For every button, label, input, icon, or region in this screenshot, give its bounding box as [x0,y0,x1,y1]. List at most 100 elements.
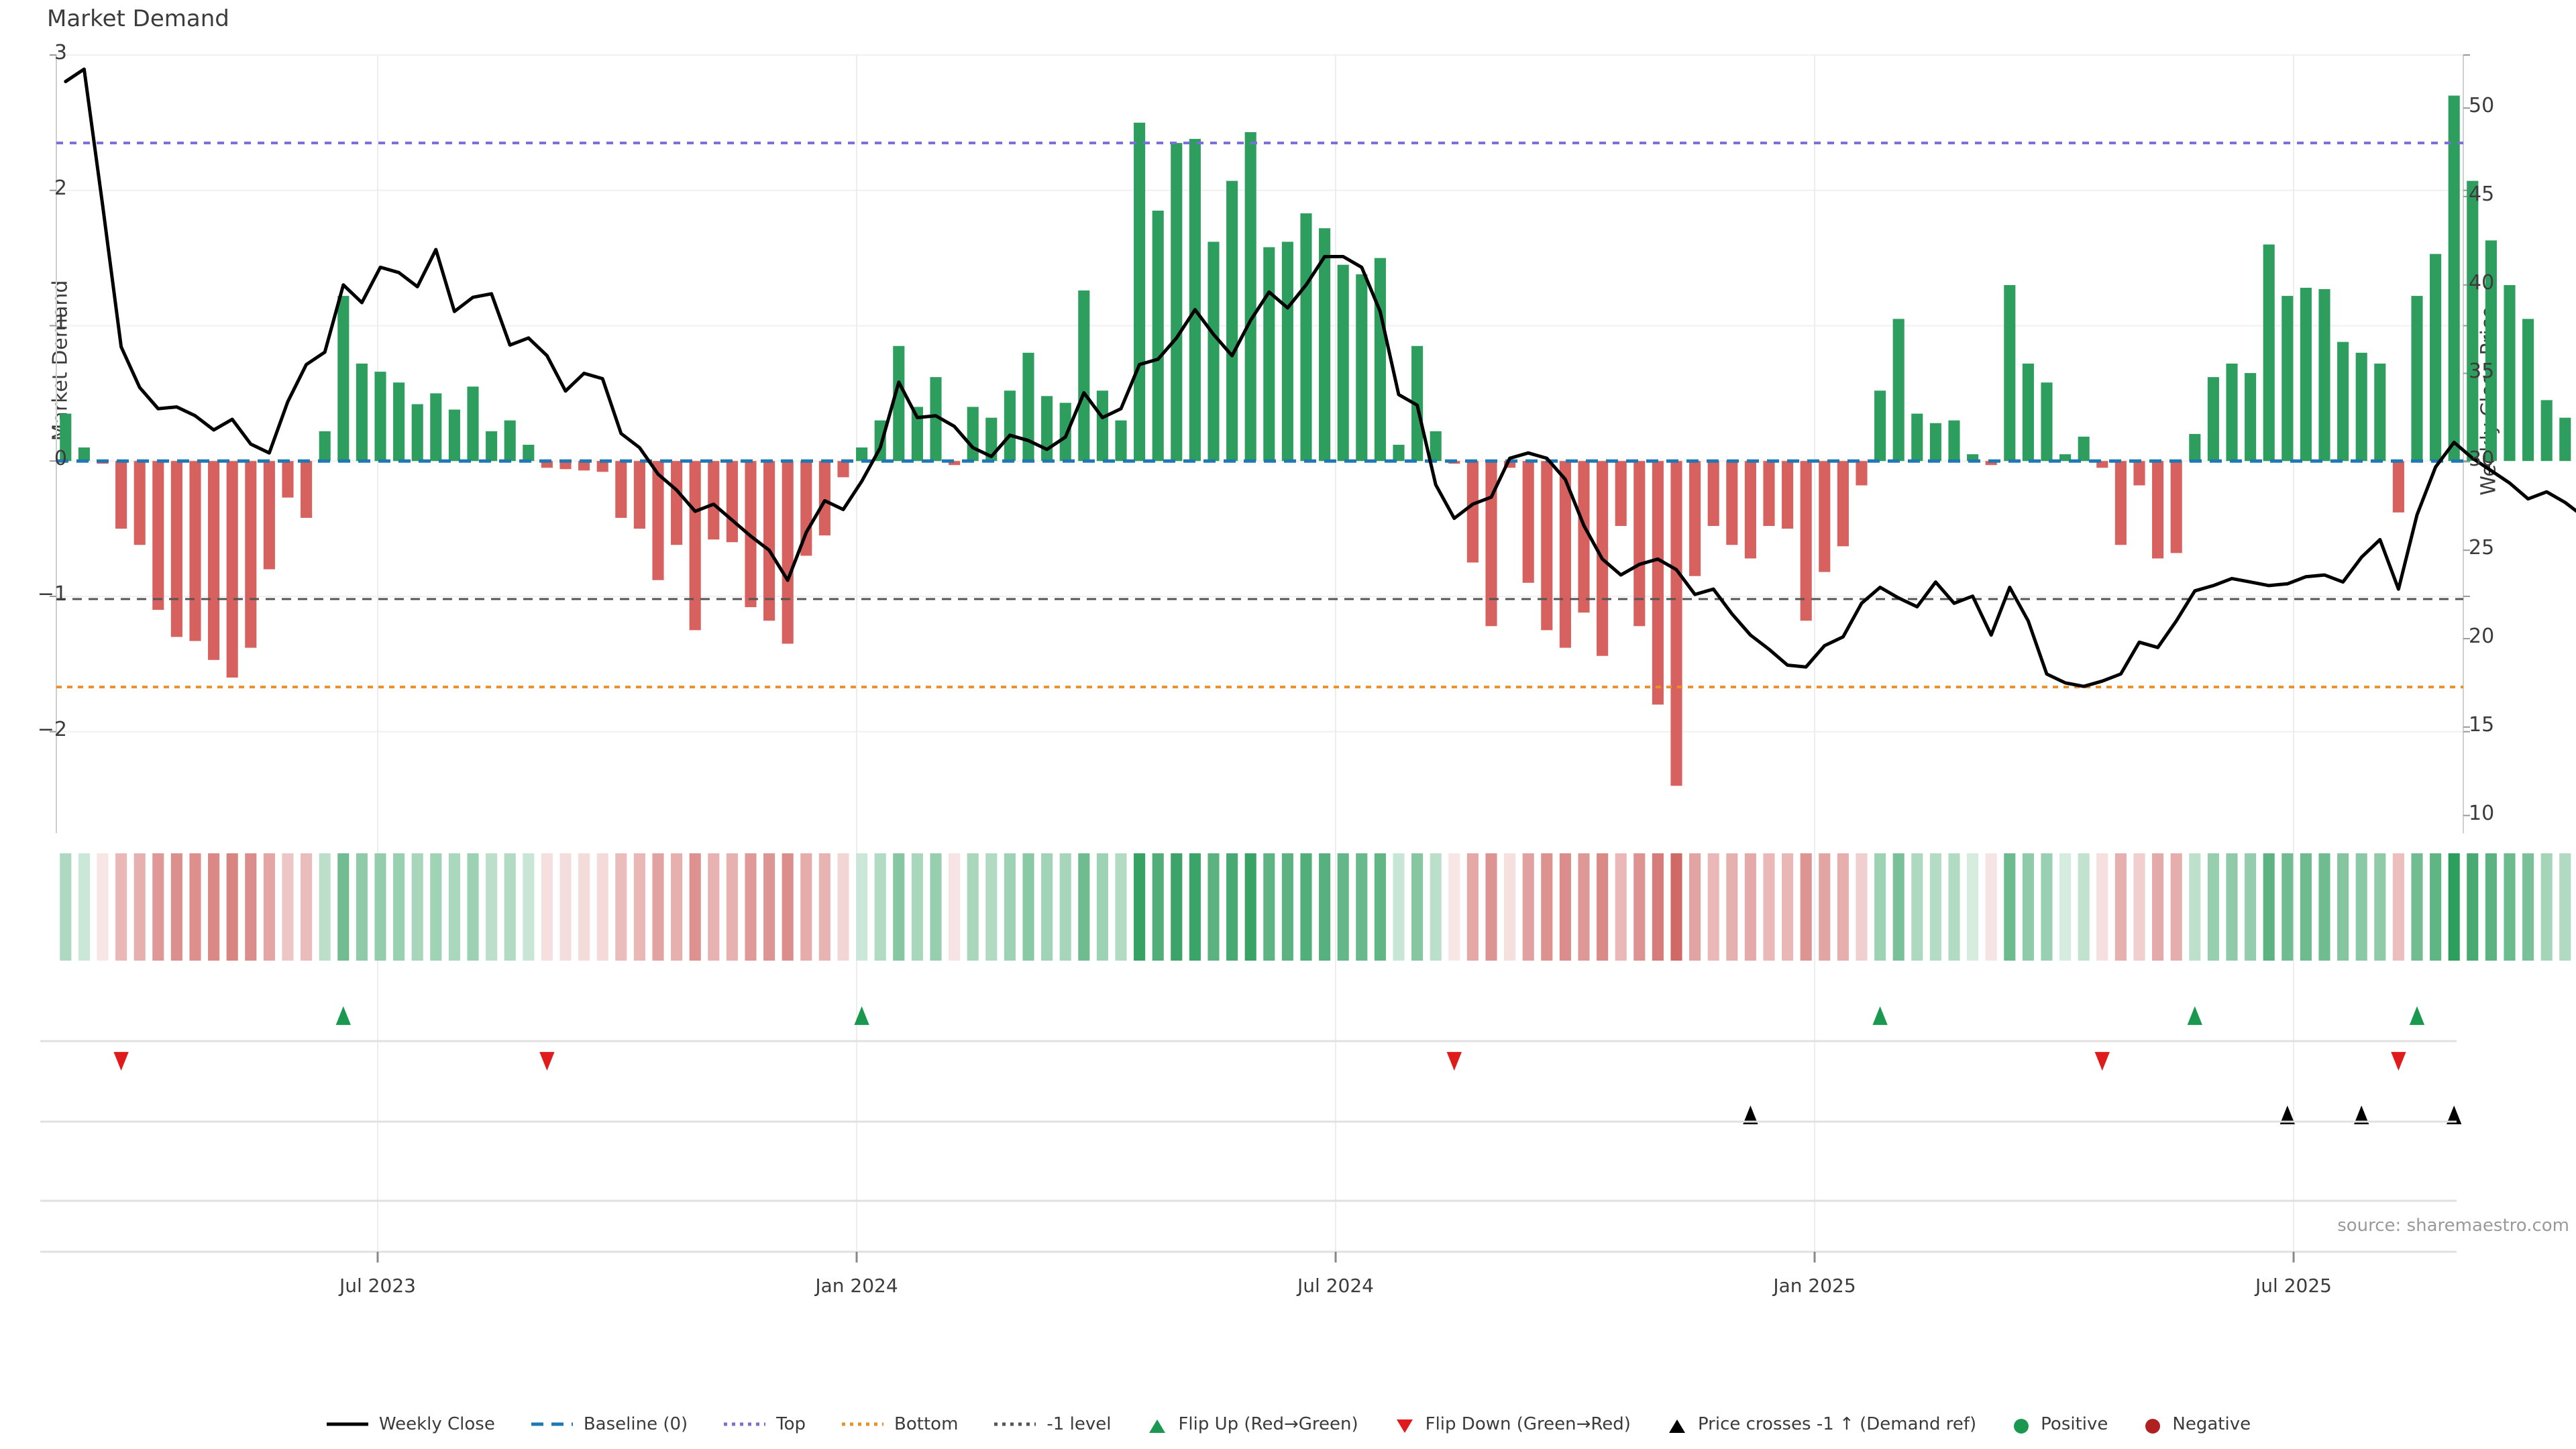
legend-swatch-flip-down-icon [1393,1417,1416,1433]
demand-bar [337,296,350,462]
legend-item-minus-one[interactable]: -1 level [993,1414,1111,1434]
flip-down-marker [2391,1052,2406,1071]
legend-item-positive[interactable]: Positive [2011,1414,2108,1434]
heatmap-cell [2189,853,2201,961]
heatmap-cell [985,853,998,961]
heatmap-cell [467,853,479,961]
legend-item-negative[interactable]: Negative [2143,1414,2251,1434]
heatmap-cell [1948,853,1960,961]
heatmap-cell [1022,853,1034,961]
legend-swatch-top-icon [722,1417,767,1432]
heatmap-cell [133,853,146,961]
flip-down-marker [1446,1052,1462,1071]
demand-bar [1337,264,1349,462]
heatmap-cell [1430,853,1442,961]
demand-bar [133,461,146,545]
demand-bar [1782,461,1794,529]
heatmap-cell [2467,853,2479,961]
demand-bar [1652,461,1664,705]
x-axis-tick-label: Jul 2025 [2255,1275,2332,1297]
demand-bar [1985,461,1997,466]
heatmap-cell [1189,853,1201,961]
heatmap-cell [2318,853,2330,961]
legend-item-flip-up[interactable]: Flip Up (Red→Green) [1146,1414,1358,1434]
y-axis-right-tick-label: 50 [2469,94,2495,118]
heatmap-cell [1134,853,1146,961]
flip-up-marker [2187,1006,2202,1025]
heatmap-cell [282,853,294,961]
heatmap-cell [2504,853,2516,961]
price-cross-marker [2447,1106,2462,1124]
demand-bar [633,461,645,529]
flip-up-marker [854,1006,869,1025]
demand-bar [1041,396,1053,462]
demand-bar [374,372,386,462]
demand-bar [467,386,479,462]
demand-bar [763,461,775,621]
demand-bar [1300,213,1312,462]
heatmap-cell [1578,853,1590,961]
heatmap-cell [2392,853,2404,961]
legend-item-bottom[interactable]: Bottom [841,1414,958,1434]
demand-bar [1522,461,1534,583]
heatmap-cell [2559,853,2571,961]
heatmap-cell [97,853,109,961]
heatmap-cell [1726,853,1738,961]
legend-item-baseline[interactable]: Baseline (0) [530,1414,688,1434]
chart-legend: Weekly Close Baseline (0) Top Bottom -1 leve… [0,1414,2576,1434]
heatmap-cell [1541,853,1553,961]
heatmap-cell [967,853,979,961]
legend-label: Negative [2172,1414,2251,1434]
heatmap-cell [2170,853,2182,961]
demand-bar [2300,287,2312,462]
demand-bar [2355,352,2367,462]
heatmap-cell [2522,853,2534,961]
heatmap-cell [374,853,386,961]
demand-bar [523,445,535,462]
heatmap-cell [1356,853,1368,961]
heatmap-cell [2152,853,2164,961]
legend-item-price-cross[interactable]: Price crosses -1 ↑ (Demand ref) [1666,1414,1976,1434]
demand-bar [2392,461,2404,513]
heatmap-cell [2485,853,2497,961]
demand-bar [1263,247,1275,462]
y-axis-right-tick-label: 15 [2469,712,2495,737]
heatmap-cell [2430,853,2442,961]
demand-bar [2282,296,2294,462]
y-axis-right-tick-label: 35 [2469,359,2495,383]
heatmap-cell [837,853,849,961]
demand-bar [2096,461,2108,468]
legend-item-weekly-close[interactable]: Weekly Close [325,1414,495,1434]
demand-bar [782,461,794,644]
legend-label: Bottom [894,1414,959,1434]
demand-bar [2522,319,2534,462]
heatmap-cell [1856,853,1868,961]
demand-bar [1541,461,1553,631]
demand-bar [1134,122,1146,462]
legend-item-top[interactable]: Top [722,1414,806,1434]
heatmap-cell [2114,853,2127,961]
demand-bar [1059,402,1071,462]
legend-item-flip-down[interactable]: Flip Down (Green→Red) [1393,1414,1631,1434]
demand-bar [1096,390,1108,462]
heatmap-cell [226,853,238,961]
demand-bar [541,461,553,468]
demand-bar [2245,373,2257,462]
heatmap-cell [2059,853,2072,961]
legend-label: Top [776,1414,806,1434]
demand-bar [1837,461,1849,547]
heatmap-cell [1004,853,1016,961]
demand-bar [393,382,405,462]
heatmap-cell [1892,853,1904,961]
demand-bar [1874,390,1886,462]
demand-bar [652,461,664,580]
demand-bar [2170,461,2182,553]
legend-label: Weekly Close [378,1414,495,1434]
heatmap-cell [1615,853,1627,961]
heatmap-cell [1800,853,1812,961]
heatmap-cell [1874,853,1886,961]
demand-bar [1689,461,1701,576]
heatmap-cell [1263,853,1275,961]
demand-bar [2374,363,2386,462]
